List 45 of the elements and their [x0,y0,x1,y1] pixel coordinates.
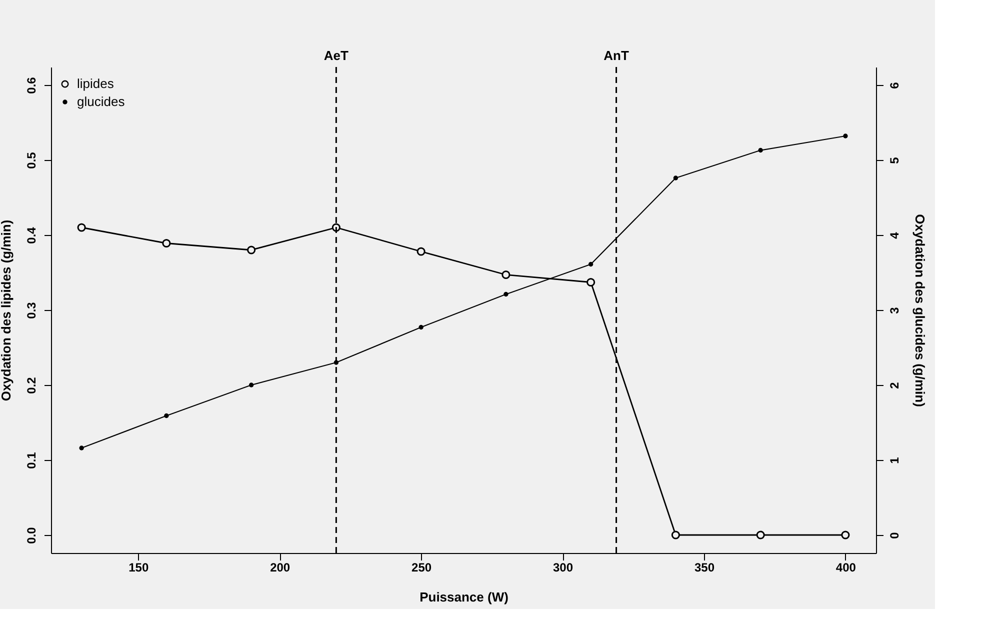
point [77,223,86,232]
y-tick-label: 0.0 [24,526,38,544]
y-tick-label: 0.4 [24,226,38,244]
point [671,530,680,540]
x-tick-label: 350 [694,560,715,574]
x-axis-title: Puissance (W) [420,590,508,604]
ref-line-label: AeT [324,48,349,63]
point [758,148,763,153]
point [247,246,256,254]
y2-tick-label: 2 [888,382,902,389]
y-axis-title: Oxydation des lipides (g/min) [0,220,14,402]
point [588,262,594,267]
point [504,292,508,297]
y-tick-label: 0.5 [24,152,38,169]
y-tick-label: 0.1 [24,452,38,469]
point [248,382,254,388]
point [502,270,510,280]
point [756,530,765,540]
y-tick-label: 0.3 [24,302,38,319]
legend-label: lipides [77,76,114,91]
point [416,247,426,256]
legend-label: glucides [77,94,126,109]
x-tick-label: 300 [553,560,574,574]
ref-line-label: AnT [604,48,629,63]
x-tick-label: 150 [128,560,149,574]
y-tick-label: 0.2 [24,376,38,394]
x-tick-label: 400 [836,560,856,574]
y2-tick-label: 5 [888,156,902,164]
y2-axis-title: Oxydation des glucides (g/min) [912,214,928,407]
point [843,134,848,138]
point [841,530,850,540]
y2-tick-label: 6 [888,82,902,89]
x-tick-label: 200 [270,560,290,574]
x-tick-label: 250 [412,560,432,574]
y2-tick-label: 4 [888,232,902,239]
y2-tick-label: 1 [888,456,902,464]
y2-tick-label: 0 [888,532,902,539]
y2-tick-label: 3 [888,306,902,314]
point [162,238,171,248]
point [418,324,424,330]
y-tick-label: 0.6 [24,76,38,94]
point [673,176,678,180]
point [586,278,596,287]
point [164,413,169,418]
point [79,446,84,450]
